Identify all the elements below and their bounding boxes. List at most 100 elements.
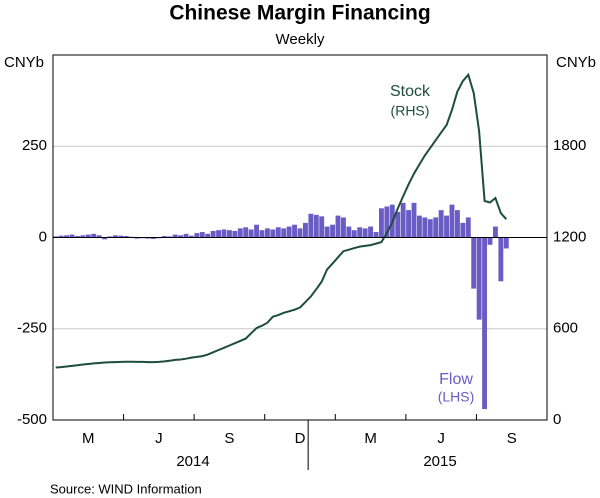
y-tick-label: 250 (22, 137, 47, 154)
bar (96, 235, 102, 238)
bar (178, 235, 184, 238)
bar (313, 214, 319, 238)
bar (422, 217, 428, 238)
bar (373, 232, 379, 238)
bar (221, 229, 227, 238)
y2-tick-label: 0 (553, 411, 561, 428)
bar (340, 217, 346, 238)
y2-tick-label: 1200 (553, 228, 586, 245)
bar (482, 237, 488, 410)
y-tick-label: 0 (39, 228, 47, 245)
bar (161, 236, 167, 238)
bar (205, 233, 211, 238)
bar (53, 236, 59, 238)
bar (465, 217, 471, 238)
bar (80, 235, 86, 238)
bar (433, 217, 439, 238)
series-note: (RHS) (391, 103, 430, 119)
bar (226, 230, 232, 238)
bar (487, 237, 493, 245)
x-tick-label: M (364, 430, 377, 447)
bar (145, 237, 151, 239)
y-tick-label: -500 (17, 411, 47, 428)
x-tick-label: J (155, 430, 163, 447)
bar (292, 224, 298, 238)
bar (74, 236, 80, 238)
chart-subtitle: Weekly (276, 31, 325, 48)
bar (302, 222, 308, 238)
bar (69, 234, 75, 238)
bar (362, 228, 368, 238)
bar (150, 237, 156, 239)
plot-frame (52, 54, 548, 421)
x-tick-label: D (295, 430, 306, 447)
bar (454, 210, 460, 238)
y2-tick-label: 1800 (553, 137, 586, 154)
chart-title: Chinese Margin Financing (169, 2, 430, 25)
bar (400, 202, 406, 238)
line (55, 72, 508, 369)
bar (368, 226, 374, 238)
bar (416, 215, 422, 238)
bar (210, 230, 216, 238)
bar (270, 229, 276, 238)
bar (427, 219, 433, 238)
bar (438, 210, 444, 238)
bar (118, 235, 124, 238)
bar (411, 202, 417, 238)
bar (460, 222, 466, 238)
bar (123, 236, 129, 238)
bar (243, 227, 249, 238)
bar (384, 206, 390, 238)
series-label: Stock (390, 83, 431, 100)
bar (286, 226, 292, 238)
source-note: Source: WIND Information (50, 481, 202, 496)
bar (378, 208, 384, 238)
bar (357, 227, 363, 238)
bar (107, 236, 113, 238)
y-tick-label: -250 (17, 320, 47, 337)
bar (275, 227, 281, 238)
bar (91, 233, 97, 238)
x-tick-label: S (507, 430, 517, 447)
bar (259, 230, 265, 238)
bar (492, 226, 498, 238)
bar (58, 235, 64, 238)
bar (264, 228, 270, 238)
bar (308, 213, 314, 238)
series-note: (LHS) (438, 389, 475, 405)
bar (194, 233, 200, 238)
bar (503, 237, 509, 249)
bar (216, 230, 222, 238)
bar (183, 233, 189, 238)
y2-tick-label: 600 (553, 320, 578, 337)
bar (476, 237, 482, 320)
bar (498, 237, 504, 282)
bar (281, 228, 287, 238)
bar (237, 228, 243, 238)
bar (199, 232, 205, 238)
bar (297, 228, 303, 238)
bar (172, 234, 178, 238)
y-axis-label: CNYb (4, 54, 44, 71)
y2-axis-label: CNYb (556, 54, 596, 71)
bar (335, 215, 341, 238)
bar (188, 235, 194, 238)
bar (232, 230, 238, 238)
year-label: 2014 (176, 453, 209, 470)
bar (319, 216, 325, 238)
bar (330, 224, 336, 238)
bar (449, 204, 455, 238)
bar (395, 211, 401, 238)
bar (102, 237, 108, 240)
bar (406, 210, 412, 238)
x-tick-label: J (437, 430, 445, 447)
bar (346, 226, 352, 238)
bar (351, 230, 357, 238)
bar (444, 215, 450, 238)
bar (112, 235, 118, 238)
bar (167, 236, 173, 238)
bar (134, 237, 140, 239)
x-tick-label: S (224, 430, 234, 447)
